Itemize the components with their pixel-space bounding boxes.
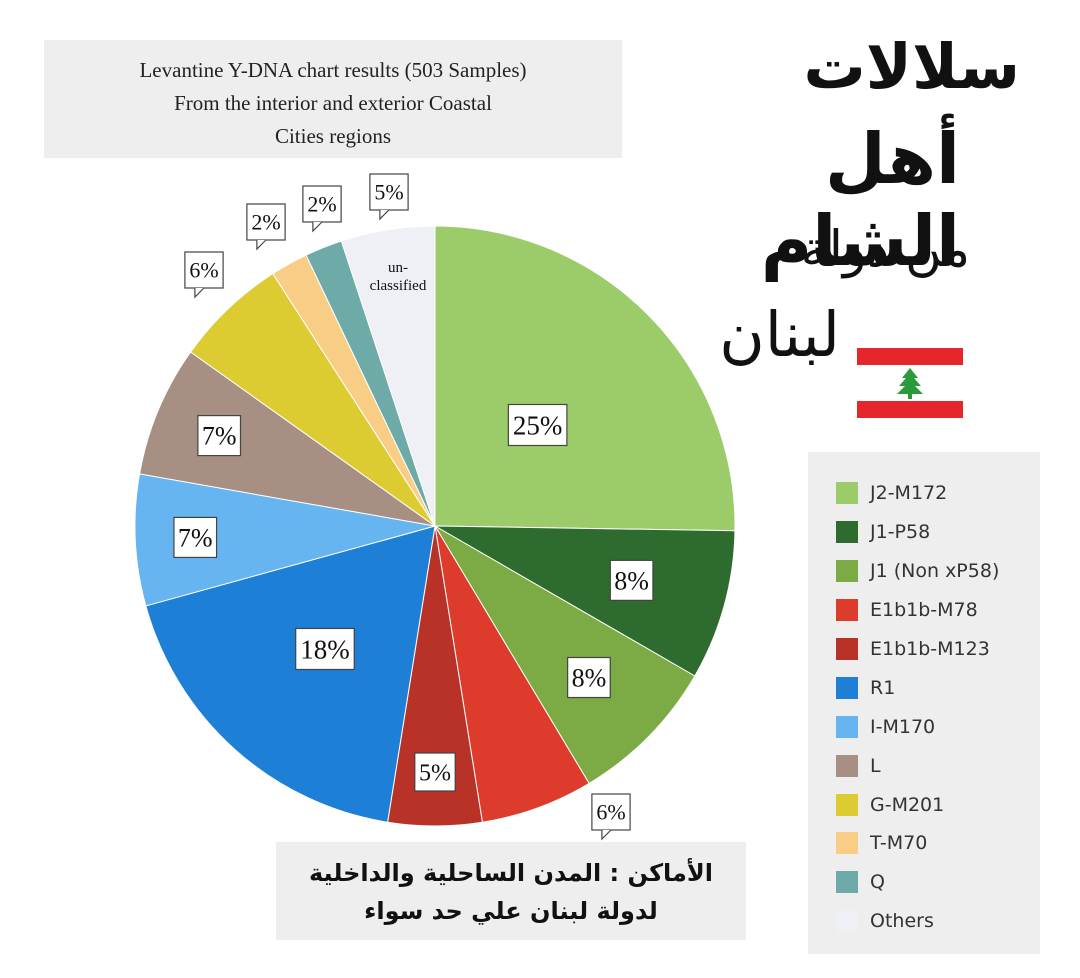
legend-label: E1b1b-M78 <box>870 599 978 622</box>
data-label-box <box>197 414 242 457</box>
pie-slice-j2-m172 <box>434 225 736 532</box>
chart-title-box: Levantine Y-DNA chart results (503 Sampl… <box>44 40 622 158</box>
arabic-heading-line-4: لبنان <box>719 298 840 371</box>
legend-swatch <box>836 676 858 699</box>
locations-note-line-1: الأماكن : المدن الساحلية والداخلية <box>308 859 714 887</box>
legend-label: J2-M172 <box>870 482 948 505</box>
pie-slice-l <box>138 351 436 527</box>
pie-slice-r1 <box>145 525 436 823</box>
arabic-heading-line-1: سلالات <box>803 30 1020 103</box>
legend-swatch <box>836 715 858 738</box>
legend-item: G-M201 <box>836 785 1040 824</box>
legend-label: J1 (Non xP58) <box>870 560 1000 583</box>
data-label: 2% <box>307 192 336 217</box>
legend-item: J1-P58 <box>836 513 1040 552</box>
data-label: 6% <box>596 800 625 825</box>
legend-swatch <box>836 871 858 894</box>
data-label-box <box>507 403 568 447</box>
legend-swatch <box>836 482 858 505</box>
data-label: 8% <box>614 566 649 595</box>
legend-swatch <box>836 638 858 660</box>
data-label-pointer <box>194 287 205 299</box>
data-label: 6% <box>189 258 218 283</box>
unclassified-note: classified <box>370 278 427 294</box>
legend-item: J2-M172 <box>836 474 1040 513</box>
legend-label: Others <box>870 910 934 933</box>
data-label-box <box>173 516 218 559</box>
legend-swatch <box>836 754 858 777</box>
data-label-box <box>591 793 631 831</box>
data-label-pointer <box>601 829 612 841</box>
locations-note: الأماكن : المدن الساحلية والداخلية لدولة… <box>276 842 746 940</box>
legend-item: L <box>836 746 1040 785</box>
chart-title-line-2: From the interior and exterior Coastal <box>174 91 492 115</box>
chart-legend: J2-M172 J1-P58 J1 (Non xP58) E1b1b-M78 E1b1b… <box>808 452 1040 954</box>
data-label-box <box>414 752 456 792</box>
pie-slice-j1-p58 <box>433 525 736 677</box>
data-label-box <box>184 251 224 289</box>
arabic-heading-line-3: من دولة <box>800 220 970 278</box>
pie-slice-i-m170 <box>134 473 436 607</box>
data-label-box <box>567 656 611 699</box>
legend-item: I-M170 <box>836 707 1040 746</box>
locations-note-line-2: لدولة لبنان علي حد سواء <box>364 897 658 925</box>
data-label-pointer <box>379 209 390 221</box>
legend-item: J1 (Non xP58) <box>836 552 1040 591</box>
legend-swatch <box>836 599 858 622</box>
chart-title-line-3: Cities regions <box>274 124 392 148</box>
data-label-box <box>295 627 355 671</box>
data-label-pointer <box>256 239 267 251</box>
legend-label: T-M70 <box>870 832 928 855</box>
legend-label: R1 <box>870 676 896 699</box>
data-label: 5% <box>374 180 403 205</box>
legend-label: E1b1b-M123 <box>870 638 990 660</box>
legend-swatch <box>836 832 858 855</box>
data-label-pointer <box>312 221 323 233</box>
legend-item: Others <box>836 902 1040 941</box>
data-label: 7% <box>178 524 213 553</box>
legend-swatch <box>836 521 858 544</box>
legend-swatch <box>836 910 858 933</box>
legend-swatch <box>836 793 858 816</box>
data-label-box <box>246 203 286 241</box>
legend-label: J1-P58 <box>870 521 931 544</box>
legend-swatch <box>836 560 858 583</box>
legend-label: I-M170 <box>870 715 936 738</box>
data-label: 18% <box>300 634 350 664</box>
data-label-box <box>302 185 342 223</box>
data-label: 25% <box>513 410 563 440</box>
legend-label: Q <box>870 871 885 894</box>
legend-label: G-M201 <box>870 793 945 816</box>
data-label: 7% <box>202 422 237 451</box>
legend-item: Q <box>836 863 1040 902</box>
legend-item: T-M70 <box>836 824 1040 863</box>
data-label: 5% <box>419 760 451 786</box>
arabic-heading-line-2: أهل الشام <box>760 118 960 282</box>
legend-label: L <box>870 754 881 777</box>
lebanon-flag-icon <box>857 348 963 418</box>
unclassified-note: un- <box>388 260 408 276</box>
legend-item: E1b1b-M78 <box>836 591 1040 630</box>
data-label: 8% <box>572 664 607 693</box>
legend-item: E1b1b-M123 <box>836 630 1040 669</box>
chart-title-line-1: Levantine Y-DNA chart results (503 Sampl… <box>139 58 527 82</box>
legend-item: R1 <box>836 668 1040 707</box>
data-label-box <box>369 173 409 211</box>
data-label: 2% <box>251 210 280 235</box>
pie-slice-j1-non-xp58- <box>433 524 696 785</box>
pie-slice-others <box>340 225 436 527</box>
data-label-box <box>609 559 654 601</box>
